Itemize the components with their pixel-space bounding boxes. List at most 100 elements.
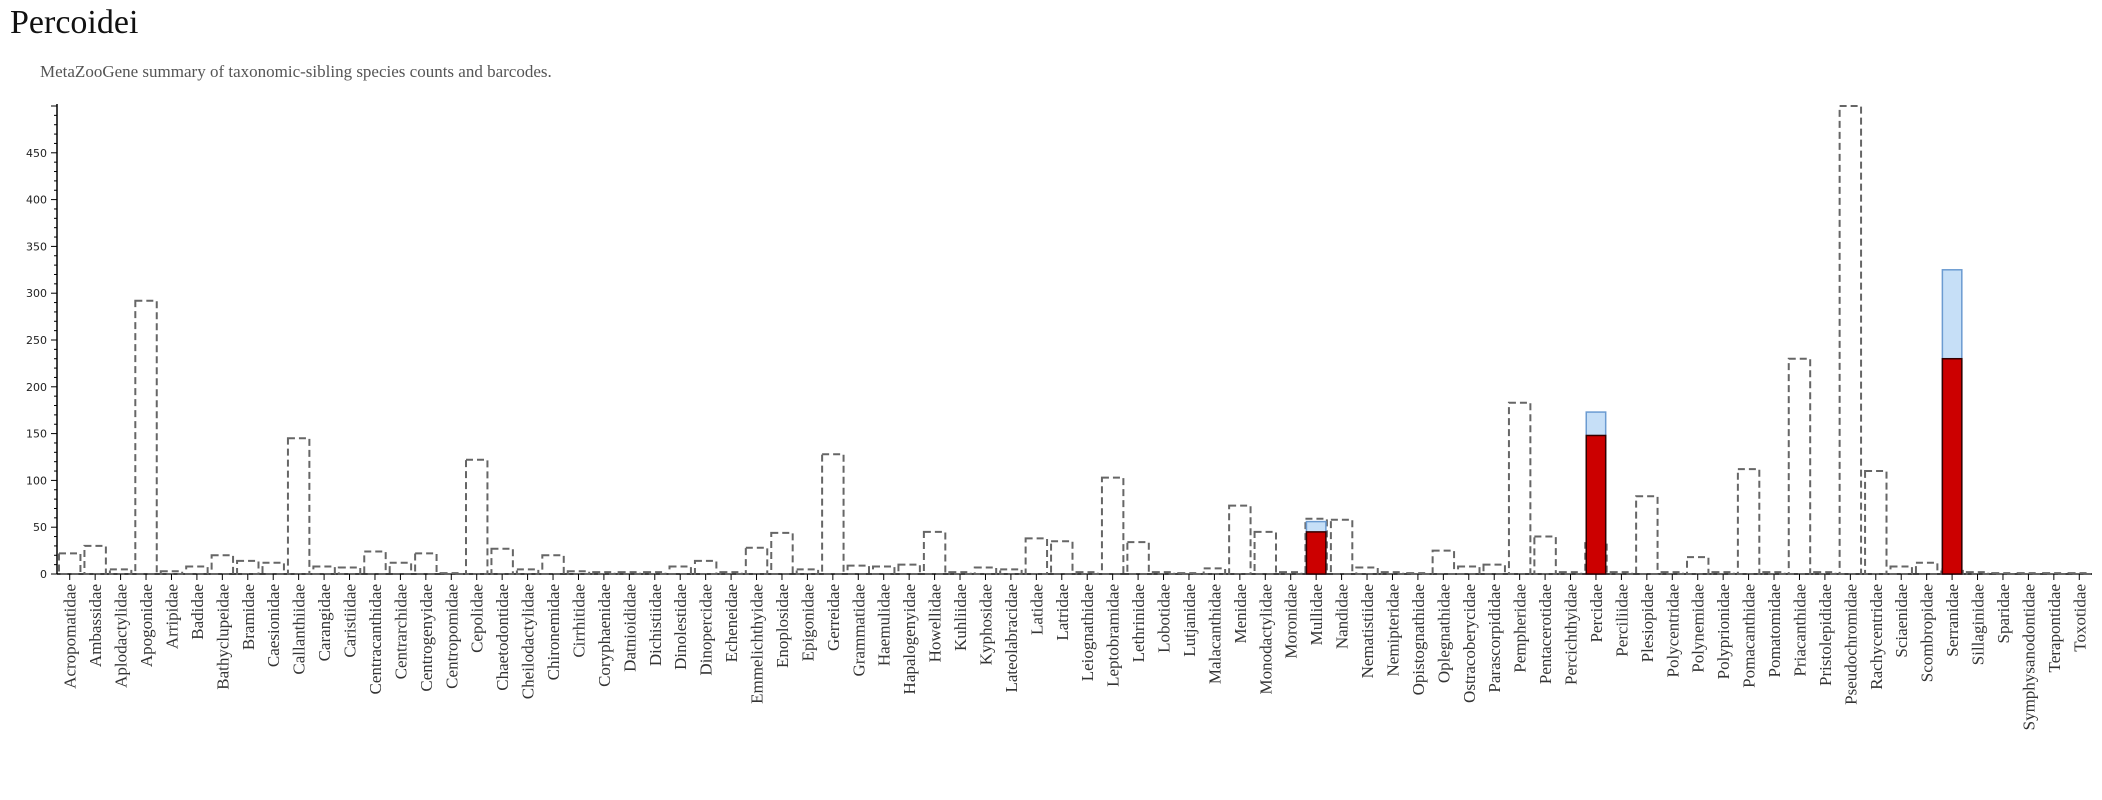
bar-outline-Leptobramidae (1100, 476, 1125, 576)
x-tick-label: Nemipteridae (1383, 584, 1402, 677)
x-tick-label: Chironemidae (544, 584, 563, 680)
x-tick-label: Terapontidae (2045, 584, 2064, 673)
x-tick-label: Ostracoberycidae (1460, 584, 1479, 703)
x-tick-label: Priacanthidae (1790, 584, 1809, 677)
x-tick-label: Parascorpididae (1485, 584, 1504, 693)
x-tick-label: Menidae (1231, 584, 1250, 643)
bar-outline-Haemulidae (872, 565, 896, 576)
x-tick-label: Pristolepididae (1816, 584, 1835, 686)
bar-outline-Symphysanodontidae (2016, 572, 2041, 576)
x-tick-label: Latidae (1027, 584, 1046, 635)
bar-outline-Enoplosidae (770, 531, 794, 575)
x-tick-label: Pseudochromidae (1841, 584, 1860, 705)
y-tick-label: 200 (26, 381, 47, 394)
x-tick-label: Polynemidae (1689, 584, 1708, 673)
bar-outline-Latridae (1050, 540, 1074, 575)
x-tick-label: Scombropidae (1918, 584, 1937, 682)
bar-outline-Pentacerotidae (1533, 535, 1557, 575)
x-tick-label: Lutjanidae (1180, 584, 1199, 657)
bar-outline-Parascorpididae (1482, 563, 1506, 576)
bar-outline-Chironemidae (541, 554, 565, 576)
bar-outline-Latidae (1024, 537, 1049, 576)
bar-outline-Dinopercidae (693, 559, 718, 575)
x-tick-label: Arripidae (162, 584, 181, 649)
bar-outline-Plesiopidae (1635, 495, 1659, 576)
bar-outline-Menidae (1228, 504, 1252, 575)
x-tick-label: Chaetodontidae (493, 584, 512, 691)
x-tick-label: Lateolabracidae (1002, 584, 1021, 693)
x-tick-label: Acropomatidae (61, 584, 80, 689)
bar-outline-Nematistiidae (1355, 566, 1379, 575)
y-tick-label: 150 (26, 428, 47, 441)
bar-outline-Priacanthidae (1787, 357, 1812, 575)
bar-outline-Rachycentridae (1864, 470, 1888, 576)
bar-outline-Toxotidae (2067, 572, 2091, 576)
y-tick-label: 300 (26, 287, 47, 300)
y-tick-label: 0 (40, 568, 47, 581)
y-tick-label: 100 (26, 474, 47, 487)
bar-red-Serranidae (1941, 357, 1963, 575)
x-tick-label: Centracanthidae (366, 584, 385, 694)
bar-outline-Hapalogenyidae (897, 563, 921, 576)
x-tick-label: Grammatidae (849, 584, 868, 677)
y-tick-label: 350 (26, 240, 47, 253)
x-tick-label: Cepolidae (468, 584, 487, 653)
bar-outline-Dinolestidae (668, 565, 692, 576)
x-tick-label: Centrogenyidae (417, 584, 436, 692)
bar-outline-Centropomidae (439, 572, 463, 576)
bar-outline-Chaetodontidae (490, 547, 514, 576)
bar-outline-Kyphosidae (973, 566, 998, 575)
y-tick-label: 450 (26, 147, 47, 160)
y-tick-label: 400 (26, 194, 47, 207)
bar-outline-Sciaenidae (1889, 565, 1913, 576)
x-tick-label: Kyphosidae (976, 584, 995, 665)
bar-outline-Monodactylidae (1253, 530, 1277, 576)
bar-outline-Mullidae (1304, 517, 1328, 575)
bar-red-Percidae (1585, 434, 1607, 575)
x-tick-label: Oplegnathidae (1434, 584, 1453, 683)
x-tick-label: Howellidae (926, 584, 945, 662)
bar-outline-Gerreidae (821, 453, 845, 575)
x-tick-label: Cheilodactylidae (519, 584, 538, 699)
x-tick-label: Apogonidae (137, 584, 156, 667)
chart-subtitle: MetaZooGene summary of taxonomic-sibling… (40, 62, 552, 81)
x-tick-label: Pentacerotidae (1536, 584, 1555, 684)
bar-outline-Ambassidae (83, 544, 107, 575)
x-tick-label: Gerreidae (824, 584, 843, 651)
bar-outline-Pseudochromidae (1838, 105, 1863, 575)
bar-outline-Ostracoberycidae (1457, 565, 1481, 576)
x-tick-label: Percichthyidae (1562, 584, 1581, 685)
x-tick-label: Leptobramidae (1104, 584, 1123, 687)
x-tick-label: Monodactylidae (1256, 584, 1275, 694)
x-tick-label: Sciaenidae (1892, 584, 1911, 658)
bar-outline-Caristiidae (337, 566, 362, 575)
x-tick-label: Coryphaenidae (595, 584, 614, 687)
x-tick-label: Caesionidae (264, 584, 283, 667)
x-tick-label: Bathyclupeidae (213, 584, 232, 690)
x-tick-label: Nematistiidae (1358, 584, 1377, 678)
bar-outline-Callanthiidae (286, 437, 311, 575)
x-tick-label: Emmelichthyidae (748, 584, 767, 704)
x-tick-label: Malacanthidae (1205, 584, 1224, 684)
bar-outline-Emmelichthyidae (744, 546, 769, 575)
x-tick-label: Epigonidae (798, 584, 817, 661)
bar-outline-Lethrinidae (1126, 541, 1150, 576)
x-tick-label: Toxotidae (2070, 584, 2089, 652)
bar-outline-Bathyclupeidae (210, 554, 235, 576)
x-tick-label: Kuhliidae (951, 584, 970, 651)
x-tick-label: Mullidae (1307, 584, 1326, 645)
x-tick-label: Echeneidae (722, 584, 741, 662)
bar-outline-Cepolidae (465, 458, 489, 576)
bar-outline-Percidae (1584, 542, 1608, 575)
x-tick-label: Ambassidae (86, 584, 105, 667)
x-tick-label: Carangidae (315, 584, 334, 661)
y-tick-label: 250 (26, 334, 47, 347)
x-tick-label: Lobotidae (1155, 584, 1174, 653)
bar-outline-Terapontidae (2042, 572, 2066, 576)
x-tick-label: Dichistiidae (646, 584, 665, 666)
bar-outline-Centrogenyidae (414, 552, 438, 576)
chart-title: Percoidei (10, 4, 139, 41)
x-tick-label: Sparidae (1994, 584, 2013, 643)
x-tick-label: Lethrinidae (1129, 584, 1148, 662)
